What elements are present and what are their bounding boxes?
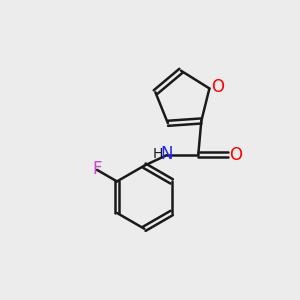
Text: H: H [152, 147, 163, 161]
Text: O: O [211, 78, 224, 96]
Text: F: F [92, 160, 102, 178]
Text: O: O [230, 146, 242, 164]
Text: N: N [160, 145, 173, 163]
